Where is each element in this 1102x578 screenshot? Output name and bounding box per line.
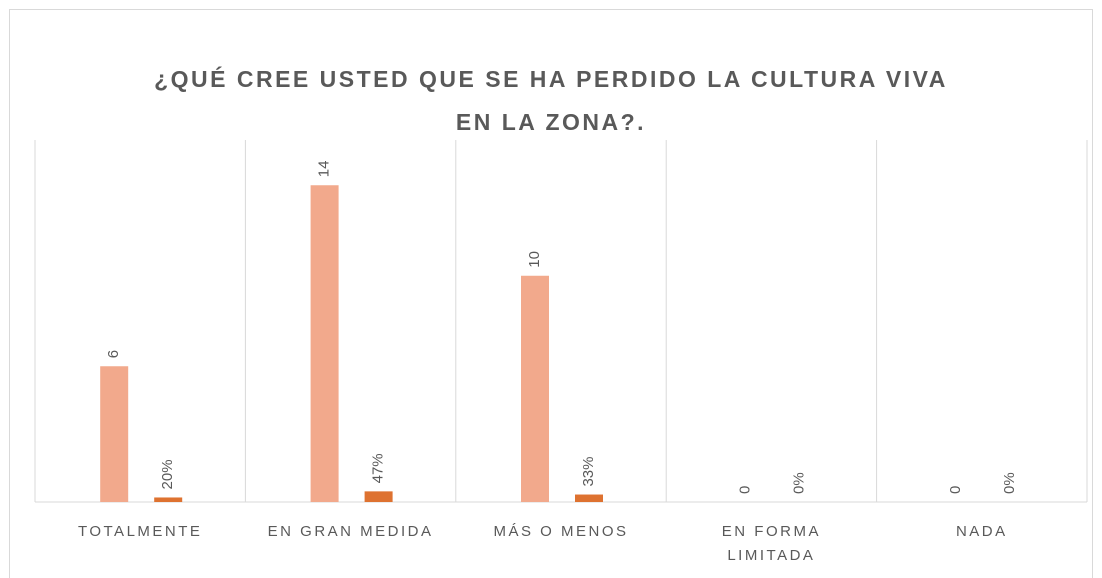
data-label: 20% [159, 459, 176, 489]
data-label: 0% [1001, 472, 1018, 494]
data-label: 14 [316, 161, 333, 178]
x-tick-label: EN GRAN MEDIDA [267, 523, 434, 540]
data-label: 47% [370, 453, 387, 483]
bar [575, 494, 603, 502]
bar [364, 491, 393, 502]
chart-title: ¿QUÉ CREE USTED QUE SE HA PERDIDO LA CUL… [154, 66, 948, 135]
x-tick-label: EN FORMA LIMITADA [721, 523, 821, 564]
bar [154, 497, 183, 502]
chart-border [9, 9, 1093, 578]
data-label: 6 [105, 350, 122, 358]
data-label: 33% [580, 457, 597, 487]
bar [100, 366, 129, 502]
bar [310, 185, 339, 502]
x-tick-label: NADA [955, 523, 1008, 540]
x-tick-label: TOTALMENTE [77, 523, 203, 540]
data-label: 10 [526, 251, 543, 268]
bar [521, 275, 549, 502]
data-label: 0 [947, 486, 964, 494]
data-label: 0 [736, 486, 753, 494]
data-label: 0% [790, 472, 807, 494]
x-tick-label: MÁS O MENOS [493, 523, 629, 540]
